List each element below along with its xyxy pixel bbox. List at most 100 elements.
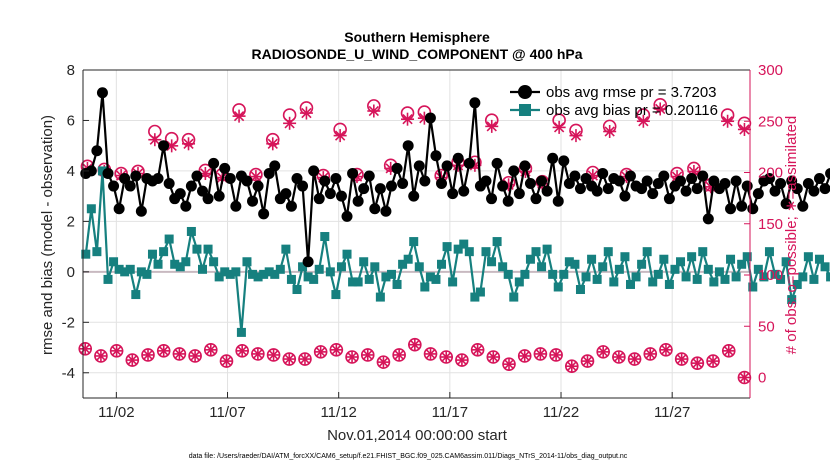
bias-point — [303, 272, 313, 282]
bias-point — [370, 262, 380, 272]
asterisk-stroke — [550, 349, 562, 361]
rmse-point — [152, 172, 164, 184]
rmse-point — [202, 193, 214, 205]
bias-point — [687, 252, 697, 262]
bias-point — [587, 254, 597, 264]
rmse-point — [524, 178, 536, 190]
bias-point — [670, 264, 680, 274]
asterisk-stroke — [613, 351, 625, 363]
bias-point — [698, 247, 708, 257]
bias-series-layer — [81, 166, 830, 337]
bias-point — [764, 247, 774, 257]
asterisk-stroke — [299, 353, 311, 365]
asterisk-stroke — [723, 345, 734, 357]
asterisk-stroke — [425, 348, 436, 360]
rmse-point — [730, 175, 742, 187]
asterisk-stroke — [402, 114, 413, 125]
count-assimilated-point — [455, 353, 469, 367]
rmse-point — [108, 180, 120, 192]
bias-point — [609, 277, 619, 287]
rmse-point — [641, 175, 653, 187]
bias-point — [437, 259, 447, 269]
rmse-point — [652, 178, 664, 190]
bias-point — [236, 327, 246, 337]
asterisk-stroke — [393, 349, 405, 361]
rmse-point — [247, 195, 259, 207]
bias-point — [709, 277, 719, 287]
bias-point — [342, 249, 352, 259]
rmse-point — [797, 200, 809, 212]
rmse-point — [747, 203, 759, 215]
asterisk-stroke — [519, 350, 530, 362]
count-assimilated-point — [314, 345, 328, 359]
y-tick-label: -4 — [62, 365, 75, 382]
right-y-tick-label: 250 — [758, 113, 783, 130]
asterisk-stroke — [692, 357, 703, 369]
rmse-point — [769, 185, 781, 197]
asterisk-stroke — [441, 351, 452, 363]
count-assimilated-point — [94, 349, 108, 363]
rmse-point — [647, 188, 659, 200]
axes-layer: -4 -2 0 2 4 6 8 11/02 11/07 11/12 11/17 11/22 11/27 0… — [62, 62, 783, 421]
bias-point — [136, 267, 146, 277]
asterisk-stroke — [142, 349, 154, 361]
bias-point — [809, 274, 819, 284]
bias-point — [414, 262, 424, 272]
bias-point — [142, 269, 152, 279]
bias-point — [570, 259, 580, 269]
count-assimilated-point — [148, 133, 162, 147]
count-assimilated-point — [392, 348, 406, 362]
rmse-point — [619, 190, 631, 202]
count-assimilated-point — [345, 350, 359, 364]
bias-point — [581, 272, 591, 282]
count-assimilated-point — [361, 348, 375, 362]
chart-title: Southern Hemisphere — [344, 29, 490, 45]
bias-point — [692, 274, 702, 284]
bias-point — [364, 274, 374, 284]
asterisk-stroke — [570, 130, 582, 141]
asterisk-stroke — [472, 344, 483, 355]
bias-point — [498, 262, 508, 272]
bias-point — [814, 254, 824, 264]
rmse-point — [502, 195, 514, 207]
bias-point — [231, 267, 241, 277]
asterisk-stroke — [205, 344, 216, 355]
rmse-point — [719, 178, 731, 190]
count-assimilated-point — [675, 352, 689, 366]
asterisk-stroke — [237, 345, 248, 357]
rmse-point — [552, 195, 564, 207]
bias-point — [286, 274, 296, 284]
asterisk-stroke — [707, 355, 719, 367]
bias-point — [742, 252, 752, 262]
count-assimilated-point — [690, 356, 704, 370]
bias-point — [431, 274, 441, 284]
rmse-point — [174, 188, 186, 200]
right-y-tick-label: 150 — [758, 216, 783, 233]
rmse-point — [447, 188, 459, 200]
rmse-point — [702, 213, 714, 225]
rmse-point — [369, 203, 381, 215]
bias-point — [147, 249, 157, 259]
asterisk-stroke — [166, 140, 177, 152]
rmse-point — [558, 155, 570, 167]
count-assimilated-point — [643, 347, 657, 361]
asterisk-stroke — [722, 116, 733, 127]
bias-point — [770, 269, 780, 279]
bias-point — [826, 272, 830, 282]
count-assimilated-point — [485, 119, 499, 133]
rmse-point — [419, 175, 431, 187]
bias-point — [275, 264, 285, 274]
count-assimilated-point — [367, 104, 381, 118]
rmse-point — [263, 167, 275, 179]
rmse-point — [663, 193, 675, 205]
rmse-point — [675, 175, 687, 187]
asterisk-stroke — [334, 130, 346, 141]
rmse-point — [85, 165, 97, 177]
bias-point — [781, 257, 791, 267]
rmse-point — [180, 200, 192, 212]
asterisk-stroke — [378, 356, 389, 368]
bias-point — [192, 244, 202, 254]
rmse-point — [452, 152, 464, 164]
count-assimilated-point — [204, 343, 218, 357]
bias-point — [731, 272, 741, 282]
